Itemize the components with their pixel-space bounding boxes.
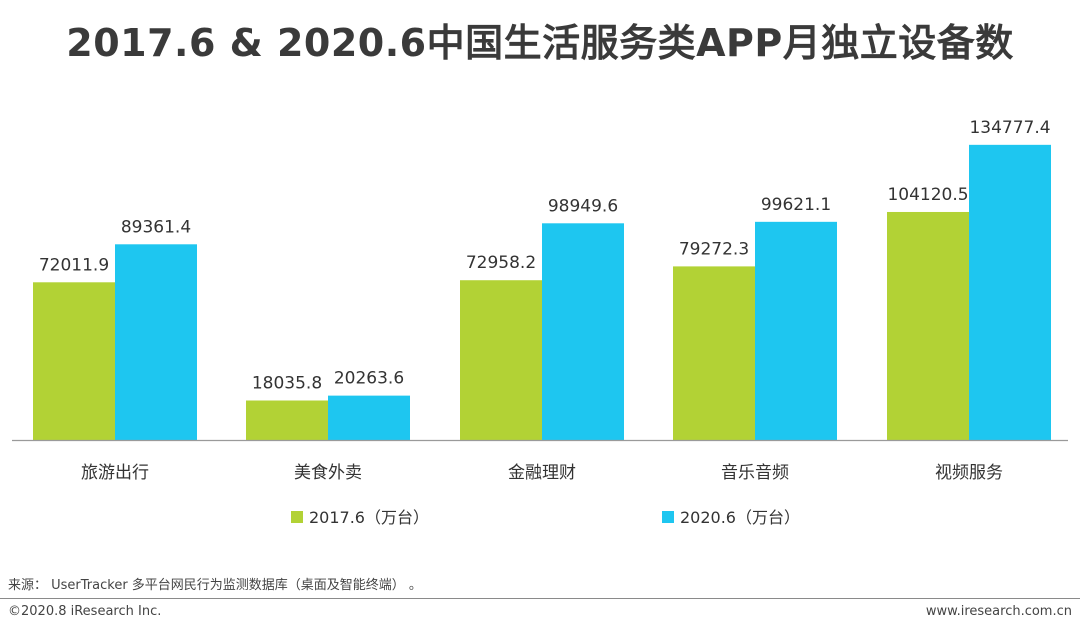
footer-divider <box>0 598 1080 599</box>
bar-2017-1 <box>33 282 115 440</box>
bar-2017-2 <box>246 400 328 440</box>
legend-label-2020: 2020.6（万台） <box>680 508 800 527</box>
data-label-2020-2: 20263.6 <box>334 369 404 389</box>
category-label-5: 视频服务 <box>935 463 1003 483</box>
data-label-2017-4: 79272.3 <box>679 239 749 259</box>
bar-2017-5 <box>887 211 969 440</box>
legend-swatch-2020 <box>662 511 674 523</box>
category-label-3: 金融理财 <box>508 463 576 483</box>
copyright-text: ©2020.8 iResearch Inc. <box>8 604 162 619</box>
bar-2020-2 <box>328 395 410 440</box>
data-label-2020-3: 98949.6 <box>548 196 618 216</box>
data-label-2020-4: 99621.1 <box>761 195 831 215</box>
bar-2017-4 <box>673 266 755 440</box>
bar-2020-4 <box>755 221 837 440</box>
data-label-2017-1: 72011.9 <box>39 255 109 275</box>
legend-label-2017: 2017.6（万台） <box>309 508 429 527</box>
category-label-2: 美食外卖 <box>294 463 362 483</box>
source-note: 来源： UserTracker 多平台网民行为监测数据库（桌面及智能终端） 。 <box>8 578 422 593</box>
category-label-1: 旅游出行 <box>81 463 149 483</box>
category-label-4: 音乐音频 <box>721 463 789 483</box>
chart-title: 2017.6 & 2020.6中国生活服务类APP月独立设备数 <box>66 21 1014 65</box>
bar-2020-3 <box>542 223 624 440</box>
bar-chart: 72011.9 89361.4 旅游出行 18035.8 20263.6 美食外卖 7295… <box>12 118 1068 527</box>
legend-swatch-2017 <box>291 511 303 523</box>
data-label-2017-2: 18035.8 <box>252 374 322 394</box>
bar-2017-3 <box>460 280 542 440</box>
data-label-2020-5: 134777.4 <box>969 118 1050 138</box>
website-text: www.iresearch.com.cn <box>925 604 1072 619</box>
data-label-2020-1: 89361.4 <box>121 217 191 237</box>
bar-2020-1 <box>115 244 197 440</box>
data-label-2017-3: 72958.2 <box>466 253 536 273</box>
data-label-2017-5: 104120.5 <box>887 185 968 205</box>
bar-2020-5 <box>969 144 1051 440</box>
